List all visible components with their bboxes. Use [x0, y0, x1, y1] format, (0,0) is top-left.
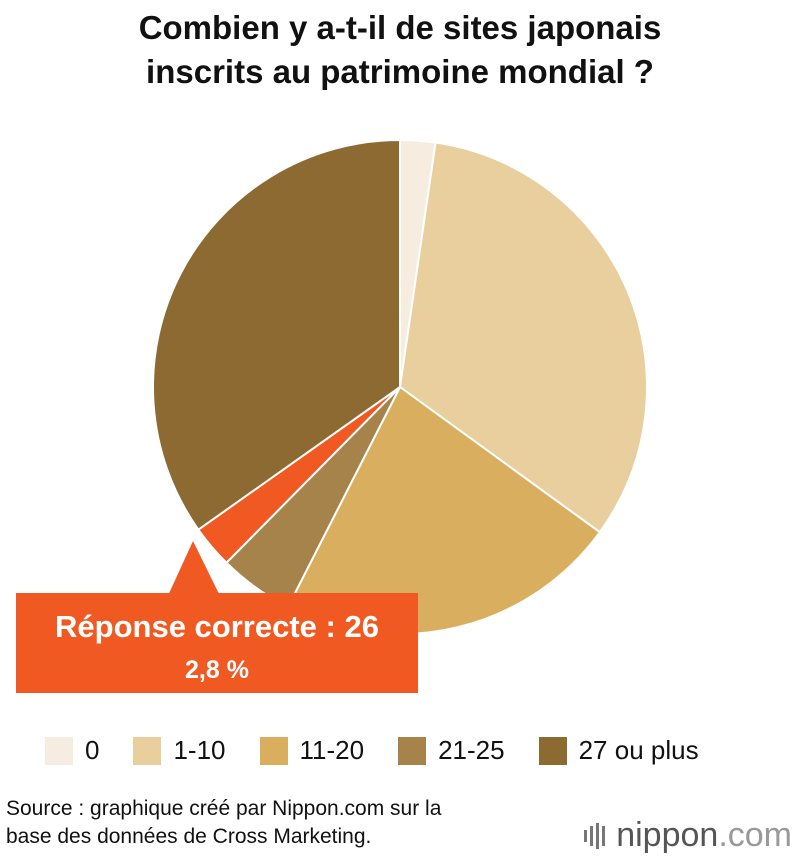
- legend: 0 1-10 11-20 21-25 27 ou plus: [45, 735, 733, 766]
- pie-slice-1-10: [398, 141, 649, 534]
- legend-label: 21-25: [438, 735, 505, 765]
- source-line-1: Source : graphique créé par Nippon.com s…: [6, 797, 442, 820]
- title-line-1: Combien y a-t-il de sites japonais: [138, 9, 662, 46]
- legend-item-1-10: 1-10: [133, 735, 226, 766]
- legend-swatch: [45, 736, 73, 765]
- legend-item-11-20: 11-20: [259, 735, 365, 766]
- callout-main-text: Réponse correcte : 26: [55, 609, 379, 644]
- logo-bars-icon: [584, 822, 608, 849]
- pie-slices: [152, 138, 649, 636]
- legend-swatch: [398, 736, 427, 765]
- chart-title: Combien y a-t-il de sites japonais inscr…: [0, 6, 800, 94]
- legend-label: 11-20: [299, 735, 365, 765]
- source-line-2: base des données de Cross Marketing.: [6, 825, 372, 848]
- callout-pointer: [166, 541, 222, 600]
- correct-answer-callout: Réponse correcte : 26 2,8 %: [16, 593, 418, 693]
- legend-item-21-25: 21-25: [398, 735, 505, 766]
- legend-label: 1-10: [173, 735, 226, 765]
- legend-item-27-plus: 27 ou plus: [538, 735, 699, 766]
- title-line-2: inscrits au patrimoine mondial ?: [146, 53, 654, 90]
- legend-label: 27 ou plus: [578, 735, 699, 765]
- legend-label: 0: [85, 735, 100, 765]
- legend-item-0: 0: [45, 735, 99, 766]
- nippon-logo: nippon .com: [584, 816, 792, 855]
- logo-suffix: .com: [718, 816, 792, 854]
- legend-swatch: [133, 736, 162, 765]
- legend-swatch: [259, 736, 288, 765]
- legend-swatch: [538, 736, 567, 765]
- source-note: Source : graphique créé par Nippon.com s…: [6, 795, 441, 851]
- pie-slice-27-ou-plus: [152, 138, 401, 532]
- logo-text: nippon: [616, 816, 719, 854]
- callout-percent: 2,8 %: [185, 656, 249, 684]
